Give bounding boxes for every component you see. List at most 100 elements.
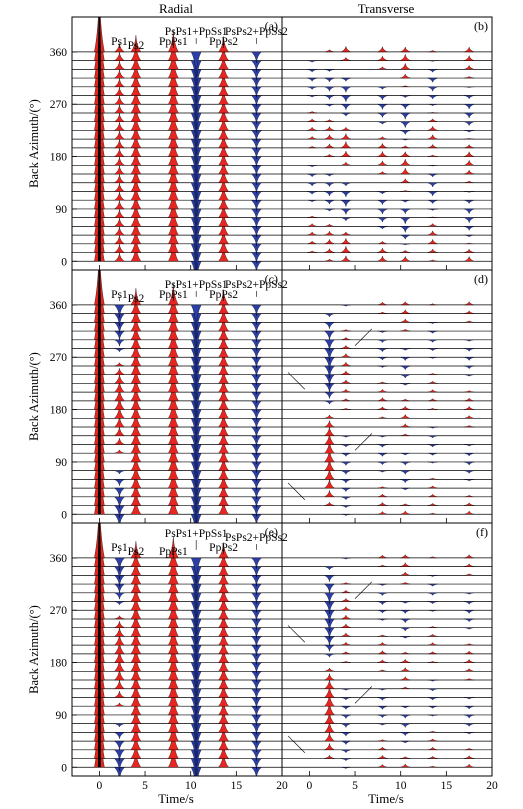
phase-label: PpPs2 [209,36,238,48]
phase-pulse-t-ps2 [340,767,351,769]
phase-pulse-ps1 [113,679,126,689]
phase-pulse-t-ps2 [340,706,351,710]
phase-pulse-t3 [340,255,352,262]
phase-pulse-t-ps1 [324,618,335,632]
x-tick-label: 20 [276,780,288,792]
phase-pulse-t4 [400,479,411,484]
chart-marks-layer [72,17,492,776]
phase-pulse-ps1 [113,330,126,341]
phase-pulse-t3 [377,311,388,314]
phase-pulse-t4 [400,581,411,585]
phase-label: PsPs1+PpSs1 [165,26,228,38]
phase-pulse-ps1 [113,122,126,131]
phase-pulse-psps2-ppss2 [250,706,262,718]
phase-pulse-ps1 [113,61,126,70]
direct-p-core [97,17,101,52]
phase-pulse-t2 [324,258,335,262]
phase-pulse-t6 [464,618,475,623]
phase-pulse-t2 [324,223,335,227]
phase-pulse-t-ps1 [324,322,335,329]
phase-label: Ps1 [111,36,128,48]
phase-pulse-t4 [377,248,388,253]
phase-pulse-t6 [464,461,475,466]
phase-pulse-ps1 [113,740,126,751]
phase-pulse-t-ps1 [324,420,335,428]
phase-pulse-t1 [307,69,318,73]
phase-pulse-t6 [464,414,475,419]
phase-pulse-t3 [340,95,352,102]
phase-pulse-t3 [377,583,388,587]
phase-pulse-t6 [464,592,475,595]
phase-pulse-t5 [400,200,411,203]
phase-pulse-t6 [427,248,438,253]
phase-pulse-t5 [400,54,411,61]
phase-pulse-t5 [400,46,411,53]
phase-pulse-ps1 [114,758,125,771]
phase-pulse-t4 [400,398,411,402]
phase-pulse-t-ps2 [340,582,351,585]
phase-pulse-t6 [464,405,475,410]
phase-pulse-t4 [400,740,411,744]
phase-pulse-psps2-ppss2 [250,688,262,700]
phase-pulse-t-ps1 [323,592,335,604]
phase-pulse-psps2-ppss2 [250,566,262,578]
phase-pulse-t3 [377,348,388,353]
phase-pulse-t3 [340,191,352,198]
phase-pulse-t3 [340,112,351,117]
phase-pulse-t4 [400,627,411,632]
phase-pulse-ps1 [114,470,125,475]
phase-pulse-t5 [400,104,411,110]
phase-pulse-t5 [427,755,438,759]
phase-pulse-t4 [400,374,411,379]
phase-pulse-t1 [307,200,318,203]
phase-pulse-t4 [400,510,411,515]
phase-pulse-t-ps2 [340,597,351,602]
phase-pulse-t5 [400,256,411,262]
phase-pulse-t3 [377,697,388,701]
phase-pulse-t3 [340,126,351,131]
phase-pulse-t-ps2 [340,589,351,593]
phase-pulse-ppps1 [168,283,179,306]
phase-pulse-t2 [324,95,335,100]
phase-pulse-t5 [427,426,438,429]
phase-pulse-ps1 [114,348,125,353]
phase-pulse-t3 [377,754,388,759]
phase-pulse-t5 [427,373,438,375]
phase-pulse-t2 [324,173,335,177]
x-tick-label: 10 [185,780,197,792]
phase-pulse-t-ps1 [324,644,335,652]
phase-pulse-t5 [400,145,411,149]
phase-pulse-t4 [400,487,411,491]
phase-pulse-psps2-ppss2 [250,365,262,377]
phase-pulse-t7 [464,208,475,214]
phase-pulse-t-ps2 [340,641,351,646]
phase-pulse-ps1 [113,218,126,227]
phase-pulse-psps2-ppss2 [250,77,262,89]
phase-pulse-t-ps2 [340,336,351,340]
phase-pulse-ps1 [113,52,126,61]
phase-pulse-t-ps2 [340,379,351,384]
phase-pulse-t5 [400,112,411,120]
phase-pulse-psps2-ppss2 [250,601,262,613]
phase-pulse-psps2-ppss2 [250,644,262,657]
phase-pulse-t2 [324,191,335,197]
phase-pulse-t5 [427,322,438,324]
phase-pulse-t3 [340,151,352,157]
phase-pulse-t-ps2 [340,505,351,509]
phase-pulse-psps2-ppss2 [250,391,262,404]
phase-pulse-t-ps2 [340,444,351,448]
y-tick-label: 270 [50,605,68,617]
phase-pulse-t1 [307,240,318,245]
phase-pulse-t3 [340,141,352,149]
phase-pulse-t6 [464,573,475,576]
y-tick-label: 360 [50,300,68,312]
phase-pulse-ps1 [113,191,126,201]
orange-arrow-marker [287,625,306,643]
phase-pulse-t7 [464,130,475,133]
phase-pulse-t-ps1 [323,636,336,646]
phase-pulse-ps1 [114,438,125,445]
phase-pulse-t6 [464,627,475,630]
phase-pulse-t4 [377,121,388,125]
phase-pulse-t6 [464,390,475,393]
phase-pulse-t2 [324,118,335,122]
